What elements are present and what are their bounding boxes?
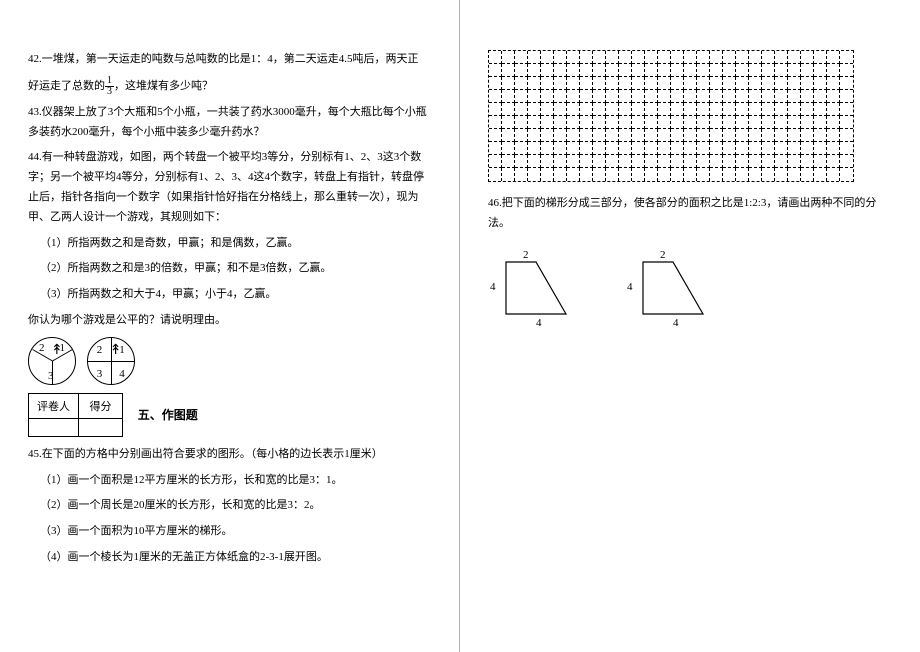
score-cell-2 [79,418,123,436]
frac-den: 3 [105,87,114,97]
q44-opt1: （1）所指两数之和是奇数，甲赢；和是偶数，乙赢。 [28,234,431,254]
spinners: 1 3 2 ↟ 1 2 3 4 ↟ [28,337,431,385]
trap2-shape [643,262,703,314]
spinner3-n3: 3 [48,370,54,382]
answer-grid [488,50,854,182]
pointer-icon: ↟ [110,342,122,359]
score-cell-1 [29,418,79,436]
q45-3: （3）画一个面积为10平方厘米的梯形。 [28,522,431,542]
q44-opt2: （2）所指两数之和是3的倍数，甲赢；和不是3倍数，乙赢。 [28,259,431,279]
q45: 45.在下面的方格中分别画出符合要求的图形。（每小格的边长表示1厘米） [28,445,431,465]
q42-line2: 好运走了总数的13，这堆煤有多少吨？ [28,76,431,97]
trap1-left-label: 4 [490,281,496,293]
trap1-shape [506,262,566,314]
score-h2: 得分 [79,393,123,418]
spinner-4: 1 2 3 4 ↟ [87,337,135,385]
score-table: 评卷人 得分 [28,393,123,437]
left-column: 42.一堆煤，第一天运走的吨数与总吨数的比是1：4，第二天运走4.5吨后，两天正… [0,0,460,652]
q46: 46.把下面的梯形分成三部分，使各部分的面积之比是1:2:3，请画出两种不同的分… [488,194,892,234]
trap2-left-label: 4 [627,281,633,293]
q42-line1: 42.一堆煤，第一天运走的吨数与总吨数的比是1：4，第二天运走4.5吨后，两天正 [28,50,431,70]
score-h1: 评卷人 [29,393,79,418]
q42-pre: 好运走了总数的 [28,80,105,92]
spinner4-n2: 2 [97,344,103,356]
trap2-top-label: 2 [660,249,666,261]
right-column: 46.把下面的梯形分成三部分，使各部分的面积之比是1:2:3，请画出两种不同的分… [460,0,920,652]
spinner4-n3: 3 [97,368,103,380]
q45-4: （4）画一个棱长为1厘米的无盖正方体纸盒的2-3-1展开图。 [28,548,431,568]
q45-1: （1）画一个面积是12平方厘米的长方形，长和宽的比是3：1。 [28,471,431,491]
trap1-bottom-label: 4 [536,317,542,328]
q44-stem: 44.有一种转盘游戏，如图，两个转盘一个被平均3等分，分别标有1、2、3这3个数… [28,148,431,227]
spinner4-n4: 4 [119,368,125,380]
fraction-one-third: 13 [105,76,114,97]
pointer-icon: ↟ [51,342,63,359]
q44-opt3: （3）所指两数之和大于4，甲赢；小于4，乙赢。 [28,285,431,305]
trapezoids: 2 4 4 2 4 4 [488,248,892,331]
trapezoid-1: 2 4 4 [488,248,598,328]
section-5-header: 评卷人 得分 五、作图题 [28,393,431,437]
spinner3-n2: 2 [39,342,45,354]
q44-close: 你认为哪个游戏是公平的？请说明理由。 [28,311,431,331]
q45-2: （2）画一个周长是20厘米的长方形，长和宽的比是3：2。 [28,496,431,516]
section-5-title: 五、作图题 [138,406,198,423]
trap1-top-label: 2 [523,249,529,261]
spinner-3: 1 3 2 ↟ [28,337,76,385]
q42-post: ，这堆煤有多少吨？ [114,80,213,92]
q43: 43.仪器架上放了3个大瓶和5个小瓶，一共装了药水3000毫升，每个大瓶比每个小… [28,103,431,143]
trapezoid-2: 2 4 4 [625,248,735,328]
trap2-bottom-label: 4 [673,317,679,328]
